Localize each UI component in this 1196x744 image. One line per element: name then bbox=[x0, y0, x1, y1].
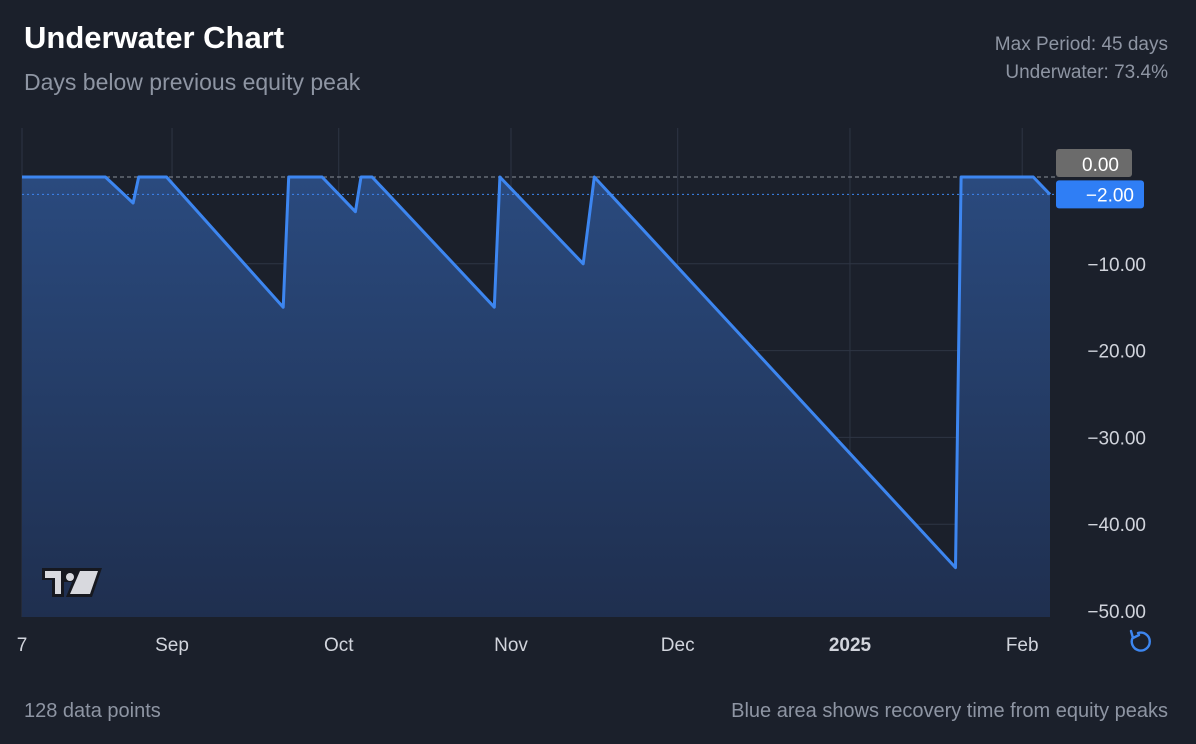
x-tick-label: Sep bbox=[155, 635, 189, 656]
y-tick-label: −10.00 bbox=[1087, 255, 1146, 276]
tradingview-logo-icon bbox=[42, 568, 102, 597]
y-tick-label: −30.00 bbox=[1087, 428, 1146, 449]
x-tick-label: 2025 bbox=[829, 635, 872, 656]
chart-subtitle: Days below previous equity peak bbox=[24, 69, 361, 95]
max-period-stat: Max Period: 45 days bbox=[994, 34, 1168, 55]
underwater-area bbox=[22, 177, 1050, 617]
zero-value-label: 0.00 bbox=[1082, 155, 1119, 176]
x-tick-label: 7 bbox=[17, 635, 28, 656]
stats-panel: Max Period: 45 days Underwater: 73.4% bbox=[995, 31, 1168, 87]
x-tick-label: Dec bbox=[661, 635, 695, 656]
x-tick-label: Nov bbox=[494, 635, 528, 656]
x-tick-label: Oct bbox=[324, 635, 354, 656]
chart-note: Blue area shows recovery time from equit… bbox=[731, 700, 1168, 722]
underwater-stat: Underwater: 73.4% bbox=[1005, 62, 1168, 83]
reset-chart-icon[interactable] bbox=[1126, 627, 1154, 655]
y-tick-label: −20.00 bbox=[1087, 342, 1146, 363]
x-tick-label: Feb bbox=[1006, 635, 1039, 656]
zero-value-badge bbox=[1056, 149, 1132, 177]
current-value-label: −2.00 bbox=[1086, 185, 1134, 206]
chart-title: Underwater Chart bbox=[24, 20, 285, 55]
y-tick-label: −40.00 bbox=[1087, 515, 1146, 536]
underwater-line bbox=[22, 175, 1052, 570]
current-value-badge bbox=[1056, 180, 1144, 209]
data-points-count: 128 data points bbox=[24, 700, 161, 722]
y-tick-label: −50.00 bbox=[1087, 602, 1146, 623]
